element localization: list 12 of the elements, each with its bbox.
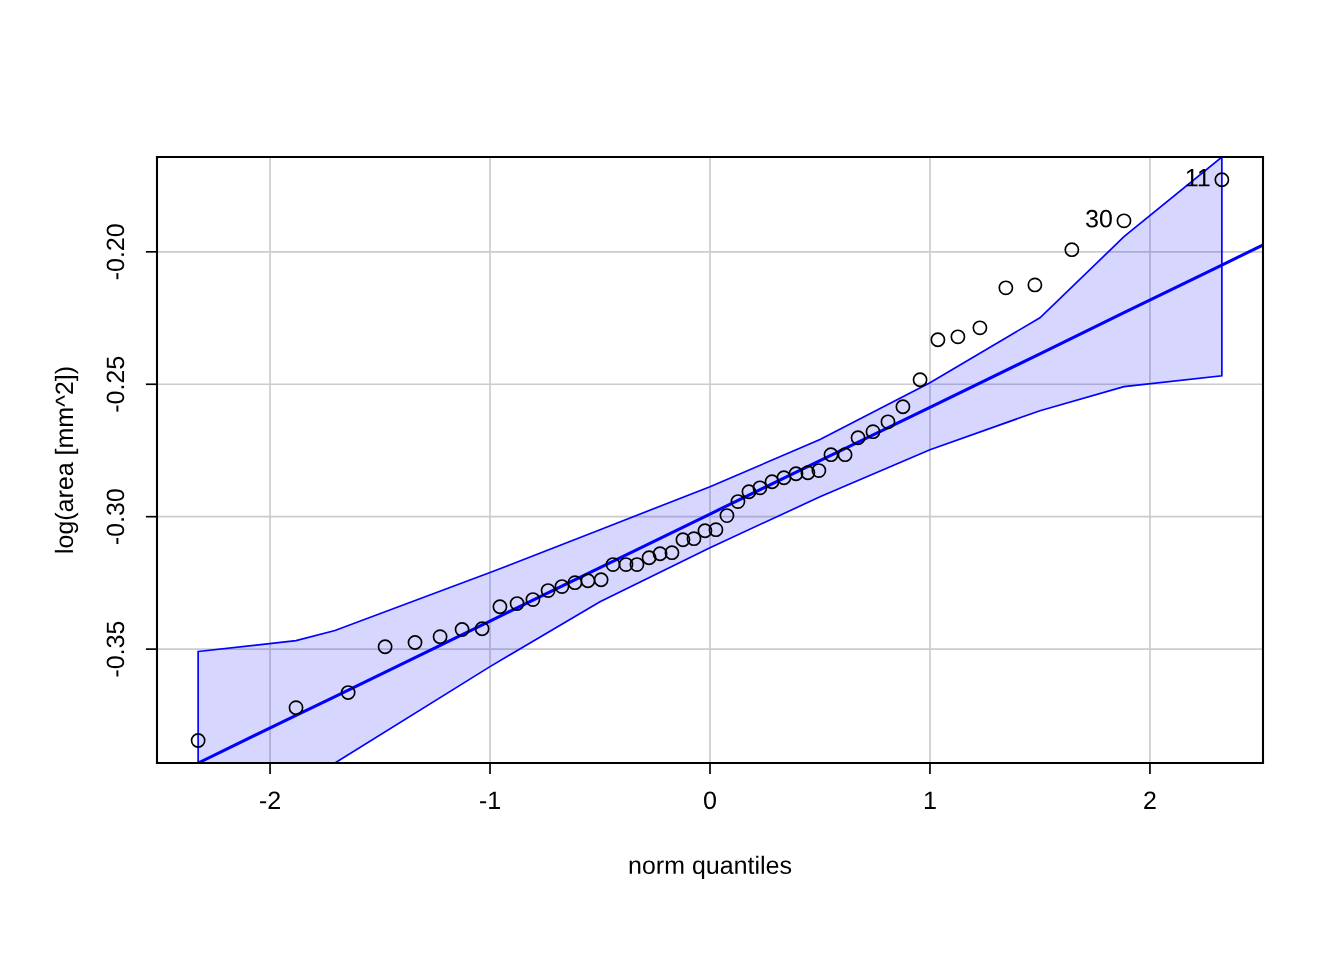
x-tick-label: -1	[480, 791, 500, 809]
x-tick-label: 2	[1144, 791, 1156, 809]
y-tick-label: -0.25	[106, 356, 125, 412]
annotation: 30	[1086, 209, 1112, 228]
x-axis-title: norm quantiles	[629, 855, 792, 880]
x-tick-label: -2	[260, 791, 280, 809]
y-tick-label: -0.35	[106, 621, 125, 677]
x-tick-label: 0	[704, 791, 716, 810]
y-tick-label: -0.30	[106, 489, 125, 545]
y-axis-title: log(area [mm^2])	[54, 367, 79, 553]
y-tick-label: -0.20	[106, 224, 125, 280]
x-tick-label: 1	[924, 791, 936, 809]
